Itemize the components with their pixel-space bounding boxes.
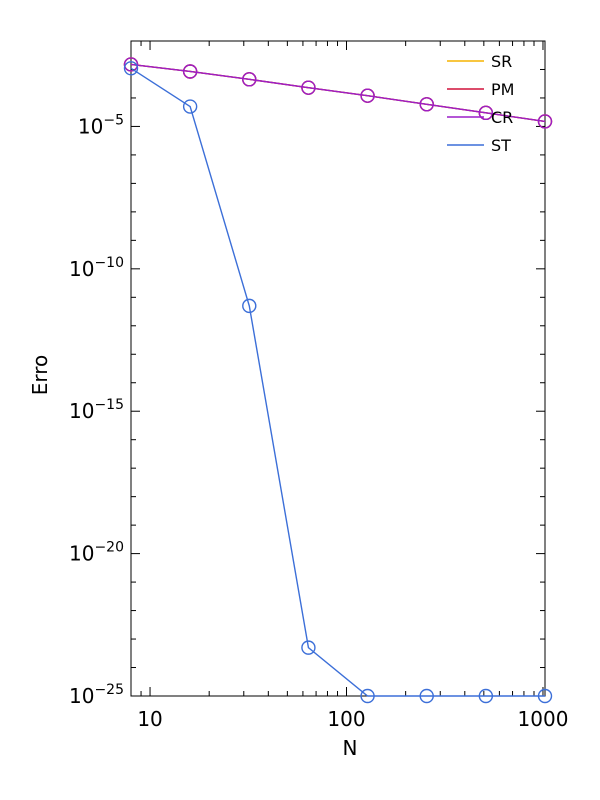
y-tick-label: 10−15 (69, 397, 124, 423)
axis-tick-labels: 10 100 1000 10−5 10−10 10−15 10−20 10−25 (69, 112, 568, 731)
y-tick-label: 10−10 (69, 255, 124, 281)
data-point-cr (123, 57, 139, 72)
data-point-st (537, 688, 553, 704)
series-line-st (130, 67, 545, 697)
y-tick-label: 10−25 (69, 682, 124, 708)
data-point-cr (478, 105, 494, 121)
legend-label-st: ST (491, 136, 511, 155)
data-point-st (123, 61, 139, 76)
data-point-cr (419, 97, 434, 112)
legend-label-cr: CR (491, 108, 513, 127)
data-point-st (242, 298, 257, 314)
data-point-st (478, 688, 494, 704)
axis-ticks (130, 40, 545, 697)
data-point-st (360, 688, 375, 704)
data-point-cr (360, 88, 375, 103)
series-clip-group (123, 57, 553, 704)
data-point-cr (537, 114, 553, 129)
y-axis-title: Erro (28, 355, 52, 396)
data-point-st (182, 99, 198, 114)
x-tick-label: 10 (137, 707, 162, 731)
x-tick-label: 100 (327, 707, 365, 731)
data-point-cr (182, 64, 198, 79)
data-point-st (419, 688, 434, 704)
data-point-cr (301, 80, 316, 95)
data-point-st (301, 640, 316, 655)
series-line-cr (130, 63, 546, 123)
y-tick-label: 10−20 (69, 540, 124, 566)
plot-frame (130, 40, 546, 697)
legend-label-pm: PM (491, 80, 514, 99)
legend-label-sr: SR (491, 52, 512, 71)
data-point-cr (242, 72, 257, 87)
legend: SR PM CR ST (447, 52, 514, 155)
x-tick-label: 1000 (518, 707, 569, 731)
x-axis-title: N (343, 736, 358, 760)
y-tick-label: 10−5 (78, 112, 124, 138)
series-layer (123, 57, 553, 704)
